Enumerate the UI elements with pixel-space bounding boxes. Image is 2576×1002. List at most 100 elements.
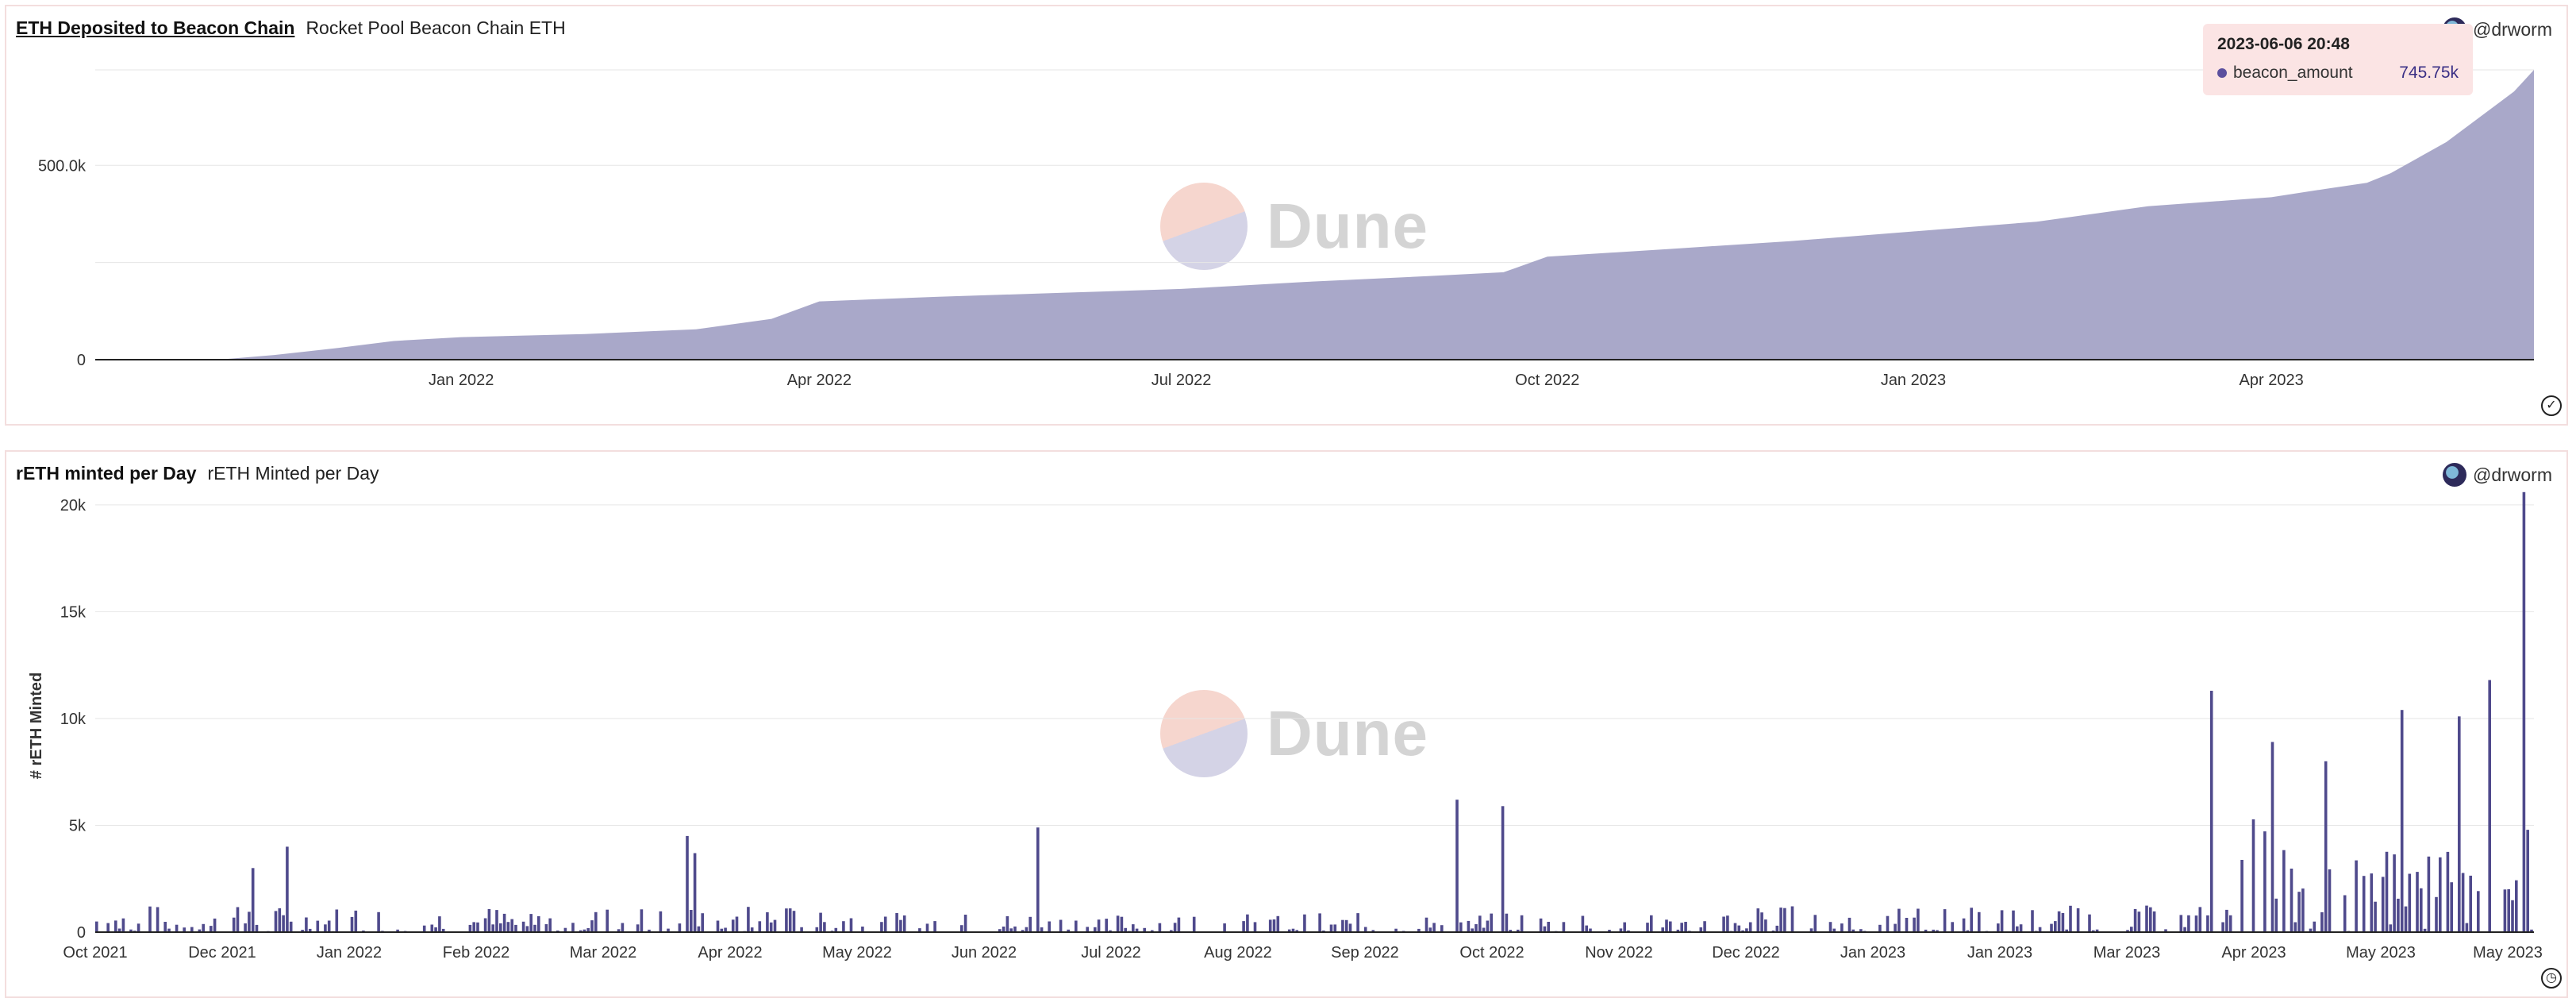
area-chart[interactable]: 0 500.0k Jan 2022 Apr 2022 Jul 2022 Oct 2022 J… xyxy=(6,6,2570,427)
check-circle-icon[interactable]: ✓ xyxy=(2541,395,2562,416)
bar xyxy=(1886,915,1890,932)
bar xyxy=(2435,896,2438,932)
bar xyxy=(2355,860,2358,932)
bar xyxy=(495,910,498,932)
bar xyxy=(2179,915,2183,932)
chart-title[interactable]: rETH minted per Day xyxy=(16,463,197,484)
bar xyxy=(1840,923,1844,932)
x-tick-label: Jan 2022 xyxy=(317,944,382,962)
bar xyxy=(842,921,845,932)
bar xyxy=(1509,930,1512,932)
bar xyxy=(2469,875,2472,932)
bar xyxy=(2198,907,2202,932)
bar xyxy=(621,923,625,932)
bar xyxy=(308,928,312,932)
bar xyxy=(121,918,125,932)
bar xyxy=(148,906,152,932)
chart-title-link[interactable]: ETH Deposited to Beacon Chain xyxy=(16,17,295,38)
beacon-chain-panel: ETH Deposited to Beacon Chain Rocket Pool… xyxy=(5,5,2568,426)
bar xyxy=(2416,872,2419,932)
bar xyxy=(1790,906,1794,932)
bar xyxy=(537,915,540,932)
bar xyxy=(1105,919,1108,932)
bar xyxy=(529,914,533,932)
x-tick-label: Aug 2022 xyxy=(1204,944,1272,962)
bar xyxy=(586,927,590,932)
bar xyxy=(1428,927,1432,932)
bar xyxy=(2206,915,2209,932)
bar xyxy=(686,835,689,932)
author-badge[interactable]: @drworm xyxy=(2442,463,2552,487)
bar xyxy=(236,907,240,932)
bar xyxy=(2019,924,2023,932)
bar xyxy=(1490,913,1493,932)
bar xyxy=(183,927,186,932)
bar xyxy=(2137,911,2141,932)
clock-icon[interactable]: ◷ xyxy=(2541,968,2562,989)
bar xyxy=(521,921,525,932)
bar xyxy=(1333,924,1337,932)
bar xyxy=(2149,907,2152,932)
x-tick-label: Jan 2023 xyxy=(1967,944,2032,962)
bar xyxy=(1951,922,1954,932)
author-name[interactable]: @drworm xyxy=(2472,464,2552,485)
chart-tooltip: 2023-06-06 20:48 beacon_amount 745.75k xyxy=(2203,24,2473,95)
bar xyxy=(1650,915,1653,932)
bar xyxy=(758,921,762,932)
y-tick-label: 0 xyxy=(77,352,86,369)
bar xyxy=(1120,916,1124,932)
bar xyxy=(1608,930,1611,932)
bar xyxy=(2439,857,2442,932)
bar xyxy=(1223,923,1226,932)
avatar xyxy=(2442,463,2466,487)
bar xyxy=(2301,888,2305,932)
bar xyxy=(324,924,327,932)
author-name[interactable]: @drworm xyxy=(2472,18,2552,40)
area-series-beacon-amount xyxy=(95,70,2534,360)
bar xyxy=(1627,930,1630,932)
bar xyxy=(2503,889,2507,932)
bar xyxy=(2458,716,2461,932)
bar xyxy=(1158,923,1162,932)
bar xyxy=(571,923,575,932)
bar xyxy=(1517,929,1520,932)
bar xyxy=(2164,929,2167,932)
bar xyxy=(487,909,491,932)
bar xyxy=(792,911,796,932)
bar xyxy=(244,923,247,932)
bar xyxy=(731,919,735,932)
bar xyxy=(1924,929,1928,932)
bar xyxy=(902,915,906,932)
bar xyxy=(167,928,171,932)
bar xyxy=(506,922,510,932)
bar xyxy=(316,920,320,932)
bar xyxy=(648,929,651,932)
bar xyxy=(1021,930,1025,932)
bar xyxy=(278,908,282,932)
bar xyxy=(697,926,701,932)
bar xyxy=(2381,877,2385,932)
bar xyxy=(2069,905,2072,932)
bar xyxy=(2400,710,2404,932)
bar xyxy=(2385,851,2389,932)
bar xyxy=(1242,921,1245,932)
bar xyxy=(1013,926,1017,932)
bar-chart[interactable]: 0 5k 10k 15k 20k # rETH Minted Oct 2021 Dec 202… xyxy=(6,452,2570,1000)
bar xyxy=(2461,873,2465,932)
bar xyxy=(2446,851,2450,932)
bar xyxy=(1124,927,1127,932)
bar xyxy=(1585,925,1588,932)
x-tick-label: Apr 2023 xyxy=(2221,944,2286,962)
bar xyxy=(883,916,887,932)
bar xyxy=(998,929,1002,932)
bar xyxy=(95,921,98,932)
bar xyxy=(2183,927,2186,932)
bar xyxy=(2061,913,2065,932)
bar xyxy=(1978,911,1981,932)
bar xyxy=(1589,928,1592,932)
bar xyxy=(1733,923,1737,932)
bar xyxy=(514,924,517,932)
tooltip-row: beacon_amount 745.75k xyxy=(2217,64,2459,83)
bar xyxy=(1424,917,1428,932)
bar xyxy=(1363,927,1367,932)
